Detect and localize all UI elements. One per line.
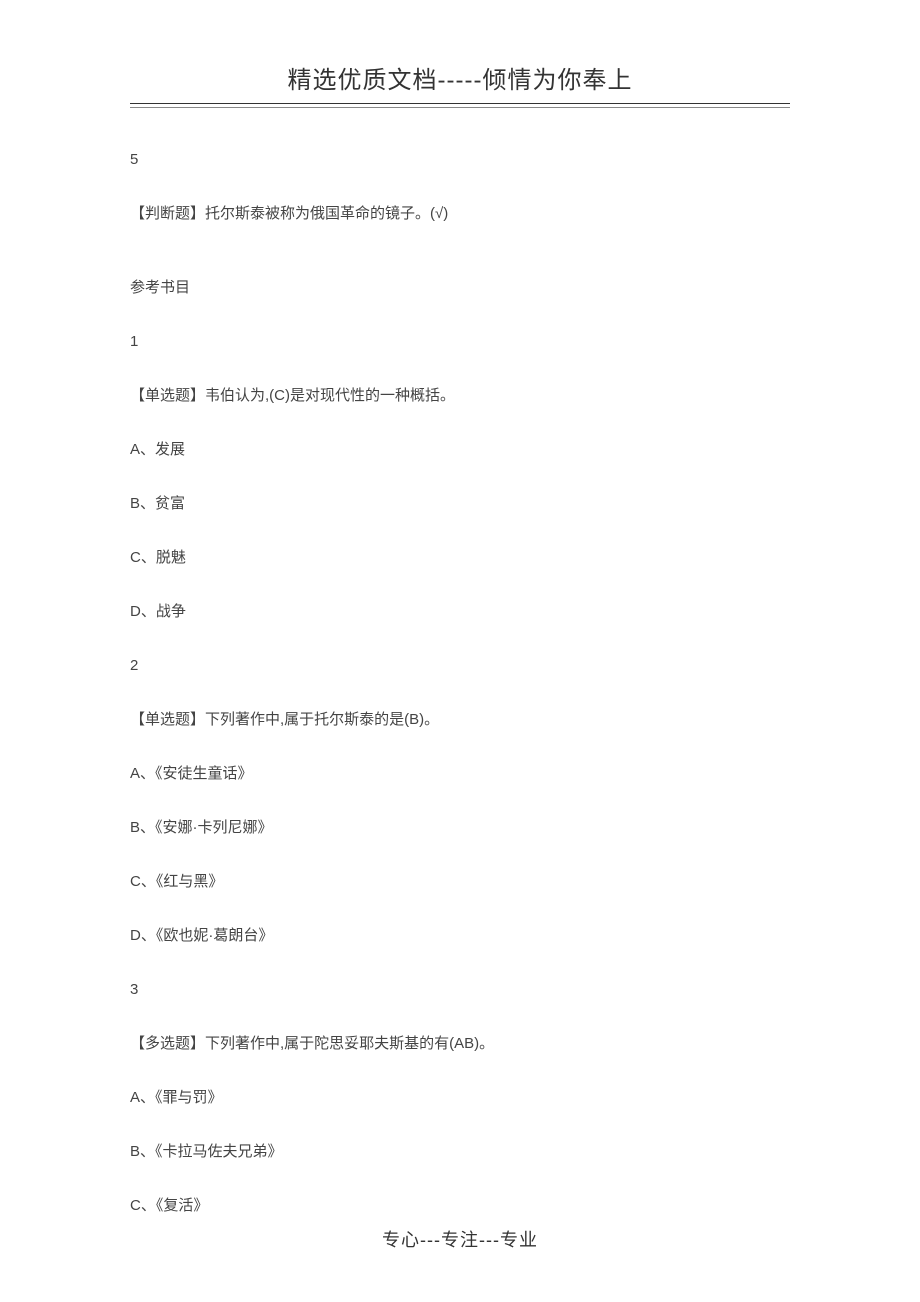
question-text: 【判断题】托尔斯泰被称为俄国革命的镜子。(√) — [130, 202, 790, 226]
question-number: 2 — [130, 654, 790, 678]
question-number: 5 — [130, 148, 790, 172]
question-text: 【单选题】下列著作中,属于托尔斯泰的是(B)。 — [130, 708, 790, 732]
page-header-title: 精选优质文档-----倾情为你奉上 — [130, 60, 790, 103]
option-d: D、《欧也妮·葛朗台》 — [130, 924, 790, 948]
option-b: B、《安娜·卡列尼娜》 — [130, 816, 790, 840]
header-underline-thick — [130, 103, 790, 104]
question-number: 1 — [130, 330, 790, 354]
option-c: C、《红与黑》 — [130, 870, 790, 894]
option-d: D、战争 — [130, 600, 790, 624]
page-footer: 专心---专注---专业 — [0, 1226, 920, 1252]
header-underline-thin — [130, 107, 790, 108]
option-a: A、《安徒生童话》 — [130, 762, 790, 786]
option-b: B、贫富 — [130, 492, 790, 516]
option-c: C、《复活》 — [130, 1194, 790, 1218]
option-c: C、脱魅 — [130, 546, 790, 570]
question-text: 【单选题】韦伯认为,(C)是对现代性的一种概括。 — [130, 384, 790, 408]
section-title: 参考书目 — [130, 276, 790, 300]
option-a: A、发展 — [130, 438, 790, 462]
question-text: 【多选题】下列著作中,属于陀思妥耶夫斯基的有(AB)。 — [130, 1032, 790, 1056]
option-b: B、《卡拉马佐夫兄弟》 — [130, 1140, 790, 1164]
content-body: 5 【判断题】托尔斯泰被称为俄国革命的镜子。(√) 参考书目 1 【单选题】韦伯… — [130, 148, 790, 1218]
page-container: 精选优质文档-----倾情为你奉上 5 【判断题】托尔斯泰被称为俄国革命的镜子。… — [0, 0, 920, 1288]
question-number: 3 — [130, 978, 790, 1002]
option-a: A、《罪与罚》 — [130, 1086, 790, 1110]
